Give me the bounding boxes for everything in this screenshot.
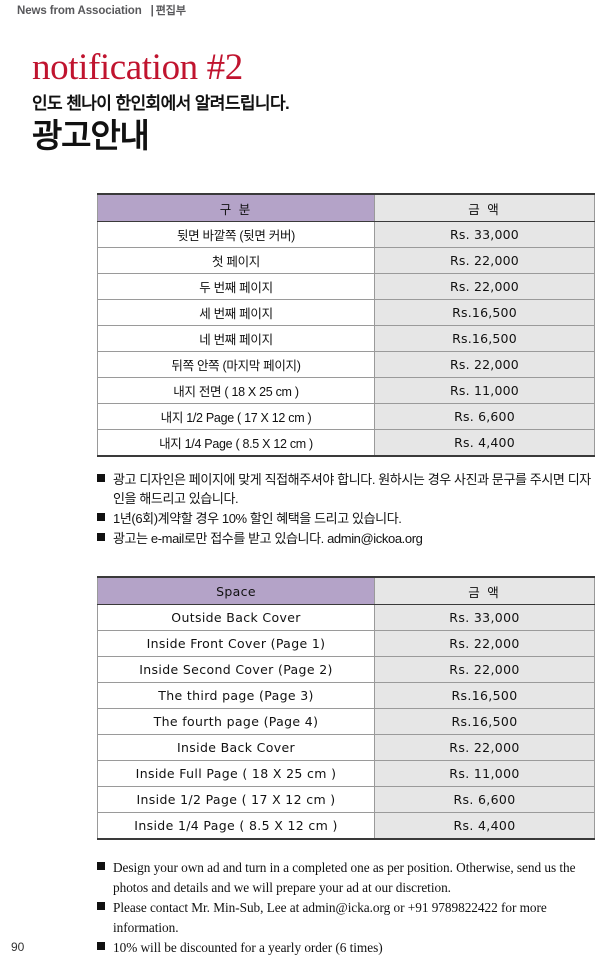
cell-price: Rs. 11,000 [374, 760, 595, 787]
cell-item: Inside Back Cover [97, 734, 375, 761]
cell-item: The third page (Page 3) [97, 682, 375, 709]
cell-price: Rs. 6,600 [374, 786, 595, 813]
square-bullet-icon [97, 901, 105, 910]
cell-price: Rs.16,500 [374, 708, 595, 735]
table-row: The fourth page (Page 4) Rs.16,500 [97, 708, 595, 735]
column-header-item: 구 분 [97, 193, 375, 222]
cell-item: 첫 페이지 [97, 247, 375, 274]
note-item: Design your own ad and turn in a complet… [97, 858, 597, 897]
cell-item: 내지 1/4 Page ( 8.5 X 12 cm ) [97, 429, 375, 457]
table-header-row: Space 금 액 [97, 576, 595, 605]
square-bullet-icon [97, 941, 105, 950]
note-item: 광고 디자인은 페이지에 맞게 직접해주셔야 합니다. 원하시는 경우 사진과 … [97, 470, 597, 508]
cell-price: Rs.16,500 [374, 682, 595, 709]
title-heading-korean: 광고안내 [32, 117, 150, 154]
table-row: 내지 전면 ( 18 X 25 cm ) Rs. 11,000 [97, 377, 595, 404]
table-row: Inside Back Cover Rs. 22,000 [97, 734, 595, 761]
cell-price: Rs. 22,000 [374, 734, 595, 761]
cell-price: Rs.16,500 [374, 325, 595, 352]
table-row: Inside Full Page ( 18 X 25 cm ) Rs. 11,00… [97, 760, 595, 787]
cell-price: Rs. 22,000 [374, 656, 595, 683]
square-bullet-icon [97, 513, 105, 522]
note-text: Please contact Mr. Min-Sub, Lee at admin… [113, 900, 547, 935]
note-item: 광고는 e-mail로만 접수를 받고 있습니다. admin@ickoa.or… [97, 529, 597, 548]
cell-item: 내지 전면 ( 18 X 25 cm ) [97, 377, 375, 404]
table-row: 세 번째 페이지 Rs.16,500 [97, 299, 595, 326]
cell-item: 두 번째 페이지 [97, 273, 375, 300]
table-row: The third page (Page 3) Rs.16,500 [97, 682, 595, 709]
cell-item: 네 번째 페이지 [97, 325, 375, 352]
running-head-separator: | [150, 5, 154, 17]
table-row: 뒷면 바깥쪽 (뒷면 커버) Rs. 33,000 [97, 221, 595, 248]
note-text: 1년(6회)계약할 경우 10% 할인 혜택을 드리고 있습니다. [113, 511, 402, 526]
running-head-left: News from Association [17, 5, 142, 17]
table-body: Outside Back Cover Rs. 33,000 Inside Front… [97, 604, 595, 840]
table-row: 첫 페이지 Rs. 22,000 [97, 247, 595, 274]
table-body: 뒷면 바깥쪽 (뒷면 커버) Rs. 33,000 첫 페이지 Rs. 22,000 두… [97, 221, 595, 457]
cell-price: Rs. 4,400 [374, 429, 595, 457]
notes-list-english: Design your own ad and turn in a complet… [97, 858, 597, 959]
note-item: Please contact Mr. Min-Sub, Lee at admin… [97, 898, 597, 937]
title-block: notification #2 인도 첸나이 한인회에서 알려드립니다. 광고안… [32, 48, 552, 155]
table-row: Inside Front Cover (Page 1) Rs. 22,000 [97, 630, 595, 657]
table-row: 두 번째 페이지 Rs. 22,000 [97, 273, 595, 300]
table-row: 뒤쪽 안쪽 (마지막 페이지) Rs. 22,000 [97, 351, 595, 378]
cell-item: Inside Full Page ( 18 X 25 cm ) [97, 760, 375, 787]
square-bullet-icon [97, 861, 105, 870]
note-text: Design your own ad and turn in a complet… [113, 860, 576, 895]
cell-item: 세 번째 페이지 [97, 299, 375, 326]
table-row: Inside 1/2 Page ( 17 X 12 cm ) Rs. 6,600 [97, 786, 595, 813]
column-header-price: 금 액 [374, 576, 595, 605]
page-title: notification #2 [32, 47, 243, 88]
cell-price: Rs. 22,000 [374, 630, 595, 657]
square-bullet-icon [97, 533, 105, 542]
cell-item: Inside 1/4 Page ( 8.5 X 12 cm ) [97, 812, 375, 840]
table-row: 내지 1/2 Page ( 17 X 12 cm ) Rs. 6,600 [97, 403, 595, 430]
note-text: 광고 디자인은 페이지에 맞게 직접해주셔야 합니다. 원하시는 경우 사진과 … [113, 472, 591, 506]
note-item: 10% will be discounted for a yearly orde… [97, 938, 597, 958]
cell-item: Inside Second Cover (Page 2) [97, 656, 375, 683]
price-table-english: Space 금 액 Outside Back Cover Rs. 33,000 In… [97, 576, 595, 840]
note-item: 1년(6회)계약할 경우 10% 할인 혜택을 드리고 있습니다. [97, 509, 597, 528]
cell-price: Rs. 33,000 [374, 221, 595, 248]
running-head-right: 편집부 [155, 5, 186, 17]
cell-price: Rs. 6,600 [374, 403, 595, 430]
table-row: 네 번째 페이지 Rs.16,500 [97, 325, 595, 352]
cell-price: Rs. 22,000 [374, 273, 595, 300]
cell-price: Rs.16,500 [374, 299, 595, 326]
title-subtitle-korean: 인도 첸나이 한인회에서 알려드립니다. [32, 94, 290, 113]
note-text: 10% will be discounted for a yearly orde… [113, 940, 383, 955]
notes-list-korean: 광고 디자인은 페이지에 맞게 직접해주셔야 합니다. 원하시는 경우 사진과 … [97, 470, 597, 549]
cell-item: 뒷면 바깥쪽 (뒷면 커버) [97, 221, 375, 248]
column-header-price: 금 액 [374, 193, 595, 222]
table-row: Inside 1/4 Page ( 8.5 X 12 cm ) Rs. 4,400 [97, 812, 595, 840]
table-row: Inside Second Cover (Page 2) Rs. 22,000 [97, 656, 595, 683]
cell-price: Rs. 33,000 [374, 604, 595, 631]
page-number: 90 [11, 940, 25, 954]
price-table-korean: 구 분 금 액 뒷면 바깥쪽 (뒷면 커버) Rs. 33,000 첫 페이지 Rs.… [97, 193, 595, 457]
cell-price: Rs. 11,000 [374, 377, 595, 404]
table-header-row: 구 분 금 액 [97, 193, 595, 222]
cell-item: Inside 1/2 Page ( 17 X 12 cm ) [97, 786, 375, 813]
cell-item: 내지 1/2 Page ( 17 X 12 cm ) [97, 403, 375, 430]
column-header-space: Space [97, 576, 375, 605]
cell-item: Inside Front Cover (Page 1) [97, 630, 375, 657]
cell-price: Rs. 4,400 [374, 812, 595, 840]
cell-item: Outside Back Cover [97, 604, 375, 631]
cell-price: Rs. 22,000 [374, 351, 595, 378]
cell-price: Rs. 22,000 [374, 247, 595, 274]
cell-item: 뒤쪽 안쪽 (마지막 페이지) [97, 351, 375, 378]
table-row: 내지 1/4 Page ( 8.5 X 12 cm ) Rs. 4,400 [97, 429, 595, 457]
cell-item: The fourth page (Page 4) [97, 708, 375, 735]
running-head: News from Association | 편집부 [17, 2, 186, 18]
note-text: 광고는 e-mail로만 접수를 받고 있습니다. admin@ickoa.or… [113, 531, 423, 546]
square-bullet-icon [97, 474, 105, 483]
table-row: Outside Back Cover Rs. 33,000 [97, 604, 595, 631]
